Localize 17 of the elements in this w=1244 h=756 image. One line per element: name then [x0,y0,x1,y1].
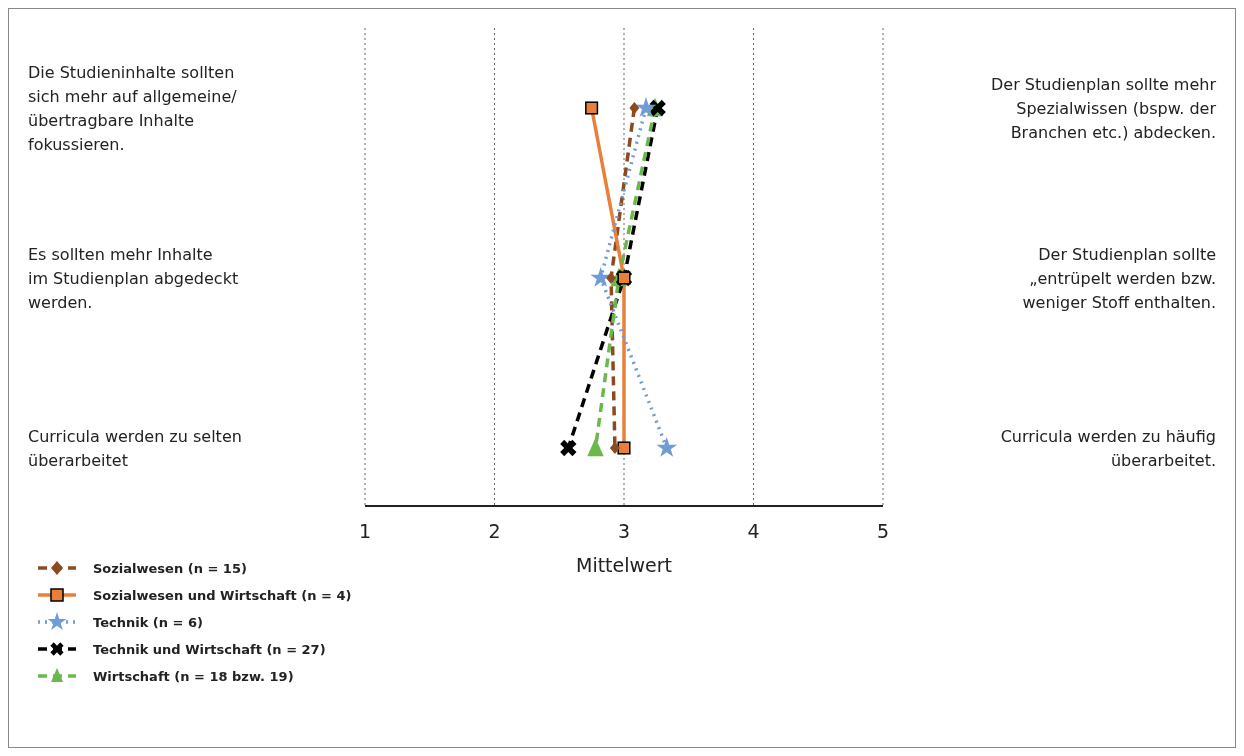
text: Der Studienplan sollte mehr Spezialwissen (bspw. der Branchen etc.) abdecken. [991,74,1217,142]
y-tick-label: Es sollten mehr Inhalte im Studienplan abgedeckt werden. [28,244,239,312]
legend-label: Sozialwesen und Wirtschaft (n = 4) [93,588,352,603]
x-tick-label: 3 [617,520,631,542]
x-tick-label: 1 [358,520,372,542]
legend-label: Wirtschaft (n = 18 bzw. 19) [93,669,294,684]
y-tick-label: Die Studieninhalte sollten sich mehr auf allgemeine/ übertragbare Inhalte fokussieren. [28,62,238,154]
x-axis-title: Mittelwert [575,554,673,576]
y-tick-label: Curricula werden zu selten überarbeitet [28,426,242,470]
legend-label: Technik und Wirtschaft (n = 27) [93,642,326,657]
x-tick-label: 2 [488,520,501,542]
text: Curricula werden zu häufig überarbeitet. [1000,426,1216,470]
x-tick-label: 5 [876,520,890,542]
x-tick-label: 4 [747,520,760,542]
legend-label: Sozialwesen (n = 15) [93,561,247,576]
text: Der Studienplan sollte „entrüpelt werden bzw. weniger Stoff enthalten. [1022,244,1216,312]
legend-label: Technik (n = 6) [93,615,203,630]
